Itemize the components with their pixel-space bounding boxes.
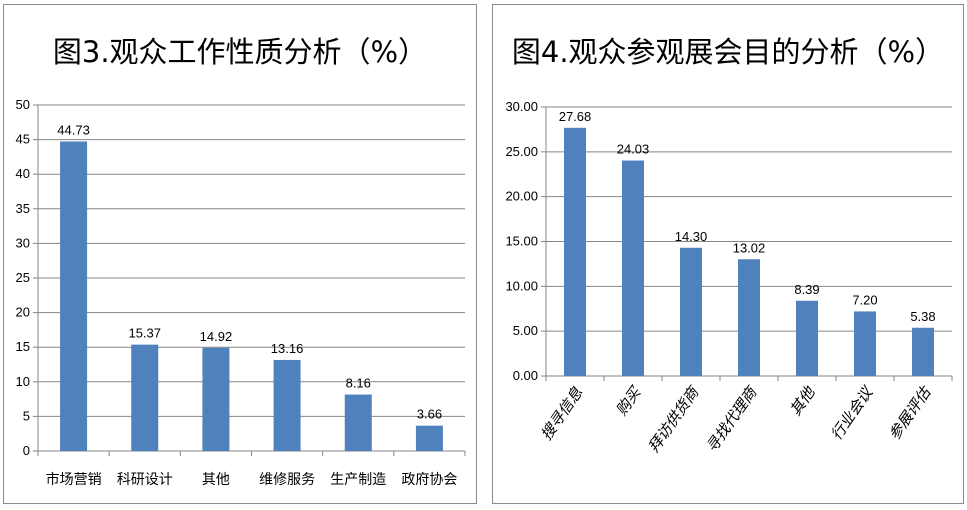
x-category-label: 购买 <box>612 382 645 419</box>
bar <box>912 327 934 376</box>
y-tick-label: 5 <box>23 408 30 423</box>
bar <box>738 259 760 376</box>
chart-title: 图3.观众工作性质分析（%） <box>52 35 428 69</box>
y-tick-label: 10.00 <box>505 278 538 293</box>
data-label: 24.03 <box>617 142 650 157</box>
x-category-label: 政府协会 <box>401 472 457 488</box>
data-label: 7.20 <box>852 292 877 307</box>
data-label: 5.38 <box>910 309 935 324</box>
data-label: 14.30 <box>675 229 708 244</box>
bar <box>854 311 876 376</box>
y-tick-label: 30 <box>16 235 30 250</box>
x-category-label: 其他 <box>202 472 230 488</box>
y-tick-label: 5.00 <box>513 323 538 338</box>
x-category-label: 参展评估 <box>885 382 935 443</box>
data-label: 14.92 <box>200 329 233 344</box>
y-tick-label: 15.00 <box>505 234 538 249</box>
x-category-label: 寻找代理商 <box>703 382 762 455</box>
y-tick-label: 20 <box>16 305 30 320</box>
y-tick-label: 35 <box>16 201 30 216</box>
x-category-label: 行业会议 <box>827 382 877 443</box>
bar <box>796 300 818 376</box>
y-tick-label: 0 <box>23 443 30 458</box>
bar <box>622 160 644 376</box>
bar-chart-work-nature: 0 5 10 15 20 25 30 35 40 45 50 44.73 市场营销 15.37 科研设计 14… <box>16 97 466 488</box>
y-tick-label: 20.00 <box>505 189 538 204</box>
x-category-label: 其他 <box>786 382 819 419</box>
y-tick-label: 40 <box>16 166 30 181</box>
bar <box>273 359 301 451</box>
data-label: 44.73 <box>57 122 90 137</box>
data-label: 15.37 <box>128 326 161 341</box>
bar <box>131 344 159 451</box>
x-category-label: 生产制造 <box>330 472 386 488</box>
y-tick-label: 50 <box>16 97 30 112</box>
data-label: 13.02 <box>733 240 766 255</box>
x-category-label: 科研设计 <box>117 472 173 488</box>
y-tick-label: 0.00 <box>513 368 538 383</box>
bar <box>564 127 586 376</box>
y-tick-label: 30.00 <box>505 99 538 114</box>
chart-title: 图4.观众参观展会目的分析（%） <box>511 35 945 69</box>
data-label: 13.16 <box>271 341 304 356</box>
bar <box>344 394 372 451</box>
y-tick-label: 25.00 <box>505 144 538 159</box>
data-label: 8.16 <box>346 376 371 391</box>
y-tick-label: 10 <box>16 374 30 389</box>
x-category-label: 搜寻信息 <box>537 384 586 443</box>
x-category-label: 拜访供货商 <box>645 382 704 455</box>
y-tick-label: 25 <box>16 270 30 285</box>
y-tick-label: 15 <box>16 339 30 354</box>
x-category-label: 市场营销 <box>46 471 102 488</box>
data-label: 27.68 <box>559 109 592 124</box>
data-label: 3.66 <box>417 407 442 422</box>
bar <box>415 425 443 451</box>
x-category-label: 维修服务 <box>259 472 315 488</box>
bar <box>202 347 230 451</box>
y-tick-label: 45 <box>16 132 30 147</box>
chart-panel-visit-purpose: 图4.观众参观展会目的分析（%） 0.00 5.00 10.00 15.00 20.00… <box>492 4 964 504</box>
bar <box>680 247 702 376</box>
chart-panel-work-nature: 图3.观众工作性质分析（%） 0 5 10 15 20 25 30 35 40 45 50 44.73… <box>3 4 477 504</box>
data-label: 8.39 <box>794 282 819 297</box>
bar <box>60 141 88 452</box>
bar-chart-visit-purpose: 0.00 5.00 10.00 15.00 20.00 25.00 30.00 27.68 搜寻… <box>505 99 953 456</box>
